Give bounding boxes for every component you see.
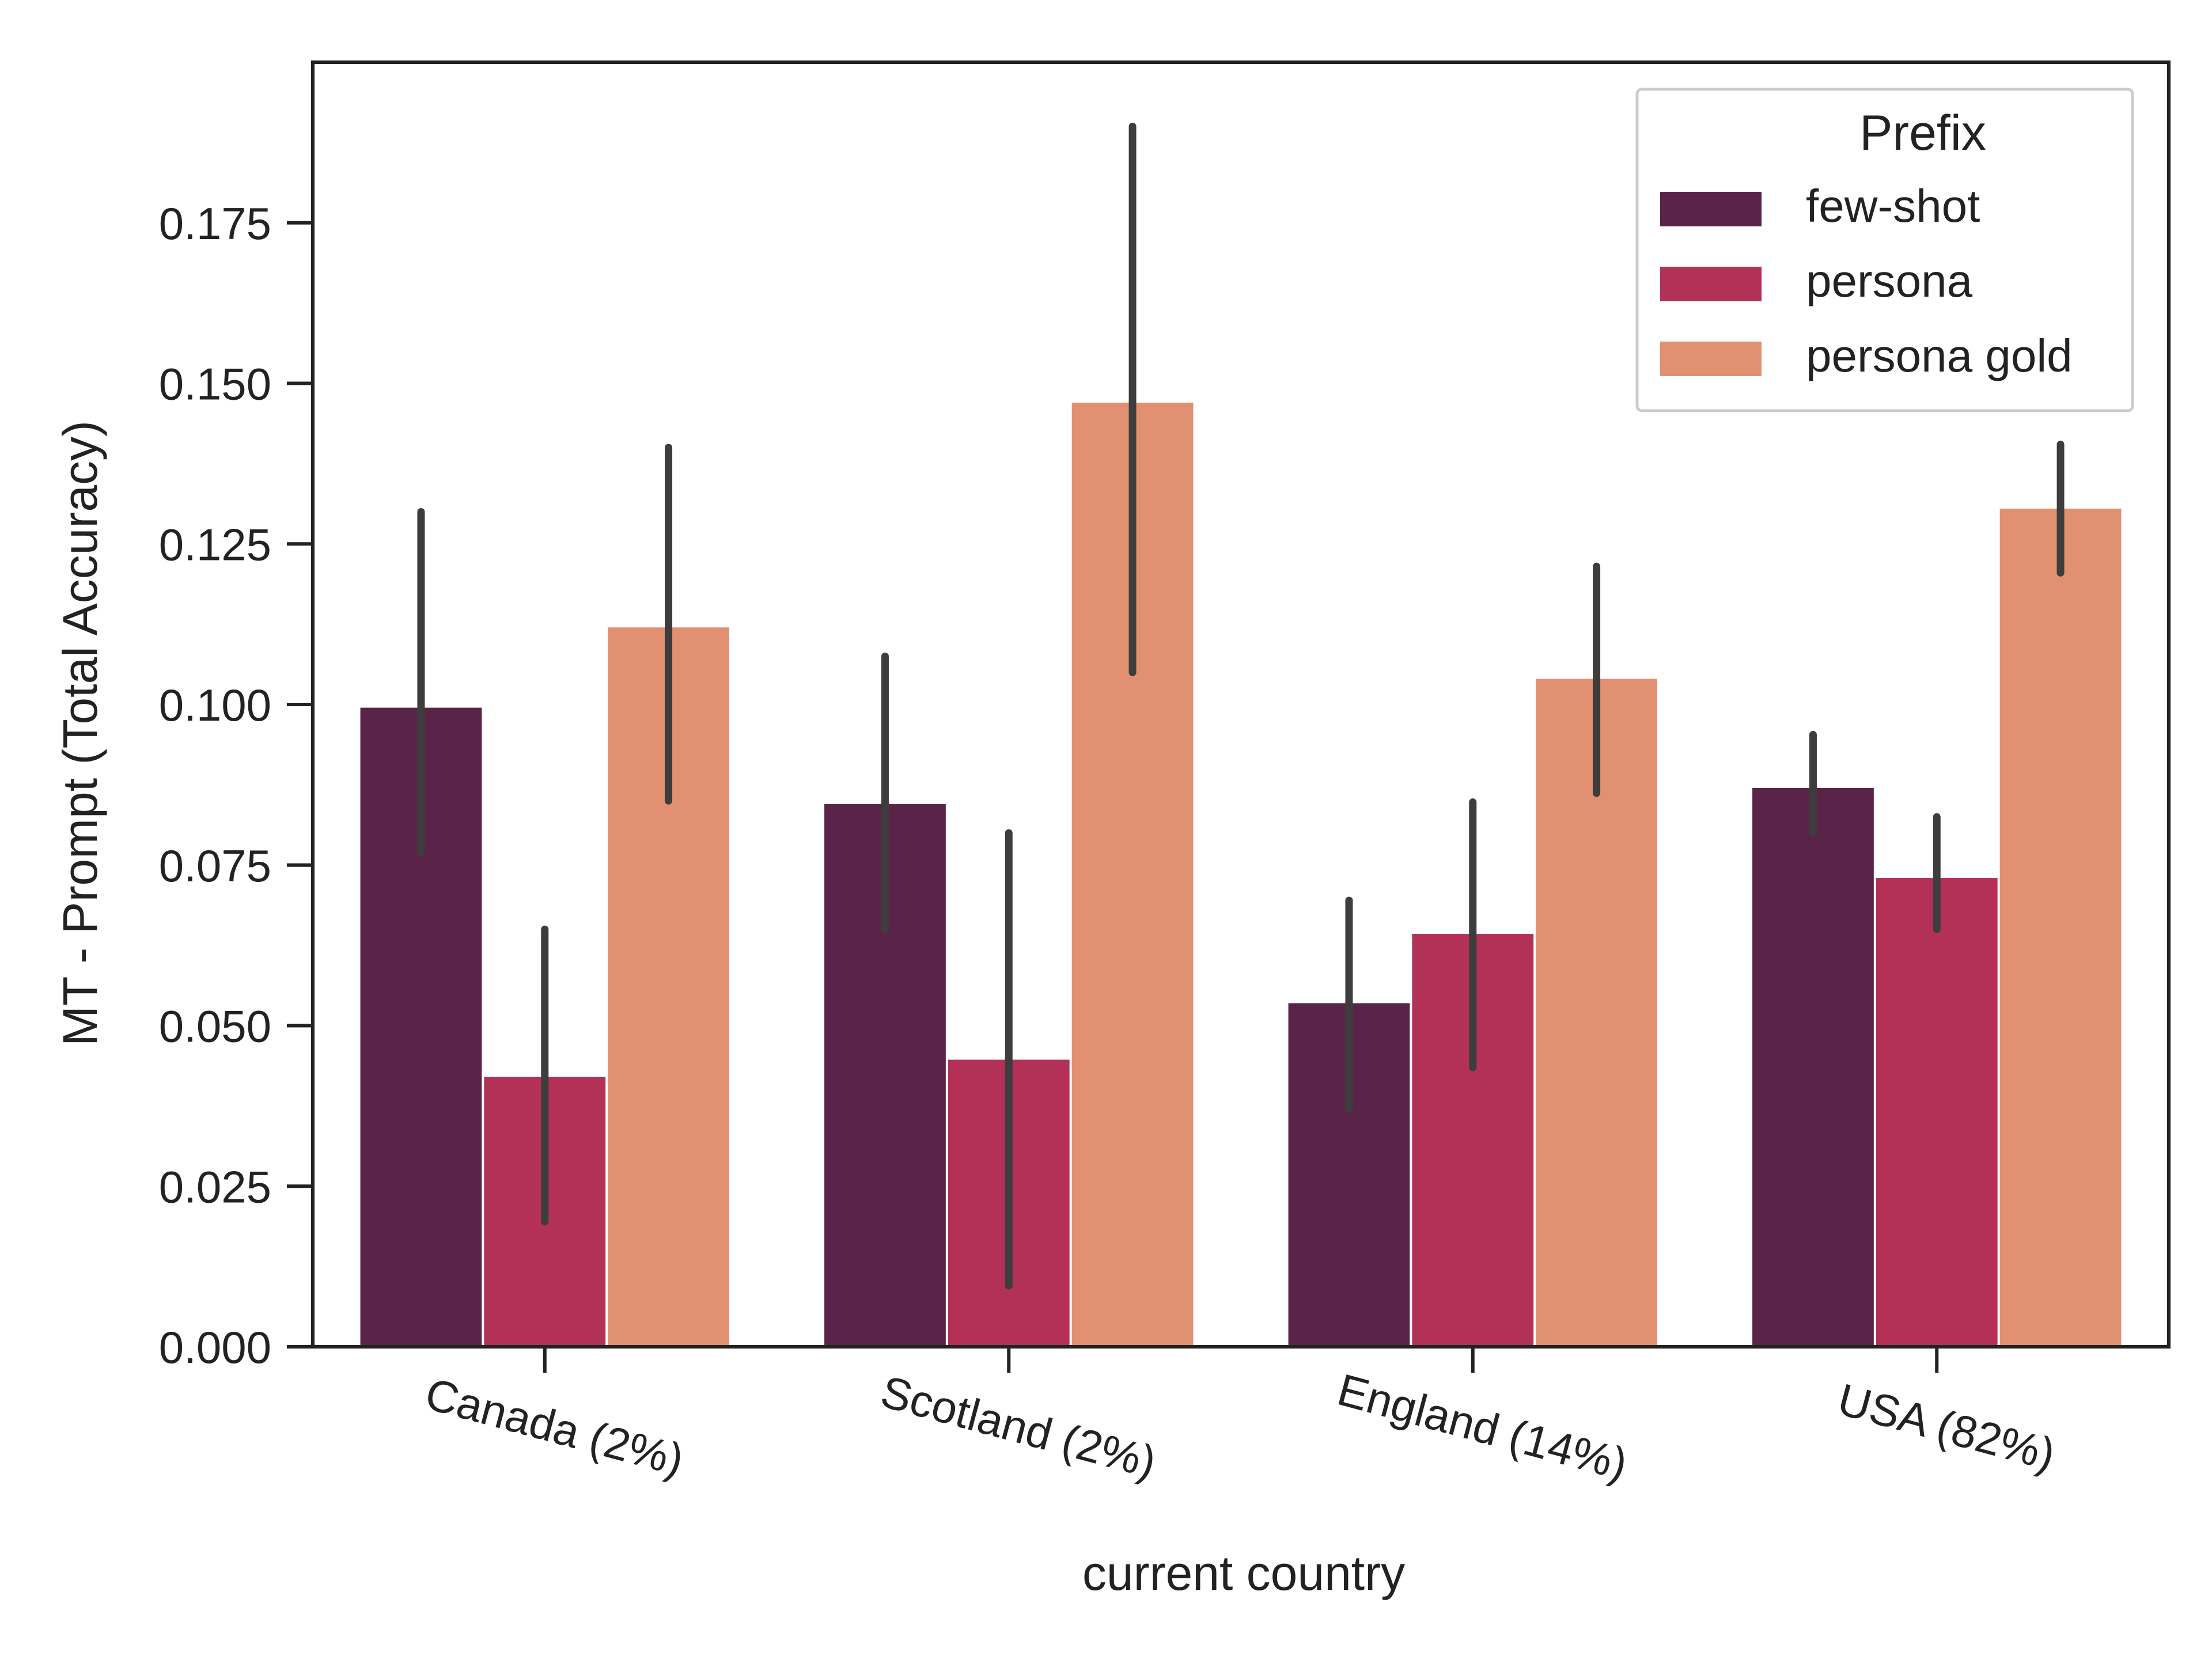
legend-label-persona: persona — [1806, 255, 1973, 306]
bar-persona-gold-3 — [1999, 508, 2122, 1347]
legend: Prefix few-shot persona persona gold — [1635, 88, 2134, 412]
legend-label-few-shot: few-shot — [1806, 180, 1980, 232]
legend-label-persona-gold: persona gold — [1806, 330, 2073, 381]
bar-few-shot-3 — [1752, 787, 1874, 1347]
y-tick-label: 0.025 — [159, 1161, 271, 1212]
legend-swatch-persona-gold — [1660, 342, 1762, 376]
bar-persona-3 — [1876, 878, 1998, 1347]
x-axis-title: current country — [1082, 1546, 1405, 1600]
y-tick-label: 0.050 — [159, 1001, 271, 1052]
legend-title: Prefix — [1859, 105, 1986, 161]
y-axis-title: MT - Prompt (Total Accuracy) — [53, 421, 107, 1046]
legend-items: few-shot persona persona gold — [1660, 180, 2073, 381]
y-tick-label: 0.100 — [159, 680, 271, 730]
y-tick-label: 0.175 — [159, 198, 271, 249]
y-tick-label: 0.125 — [159, 519, 271, 570]
y-axis: 0.000 0.025 0.050 0.075 0.100 0.125 0.150 0.175 — [159, 198, 313, 1373]
y-tick-label: 0.150 — [159, 359, 271, 410]
y-tick-label: 0.000 — [159, 1322, 271, 1373]
y-tick-label: 0.075 — [159, 840, 271, 891]
legend-swatch-few-shot — [1660, 192, 1762, 226]
legend-swatch-persona — [1660, 267, 1762, 301]
error-bars-layer — [417, 123, 2065, 1290]
legend-box — [1635, 88, 2134, 412]
bars-layer — [360, 402, 2122, 1347]
